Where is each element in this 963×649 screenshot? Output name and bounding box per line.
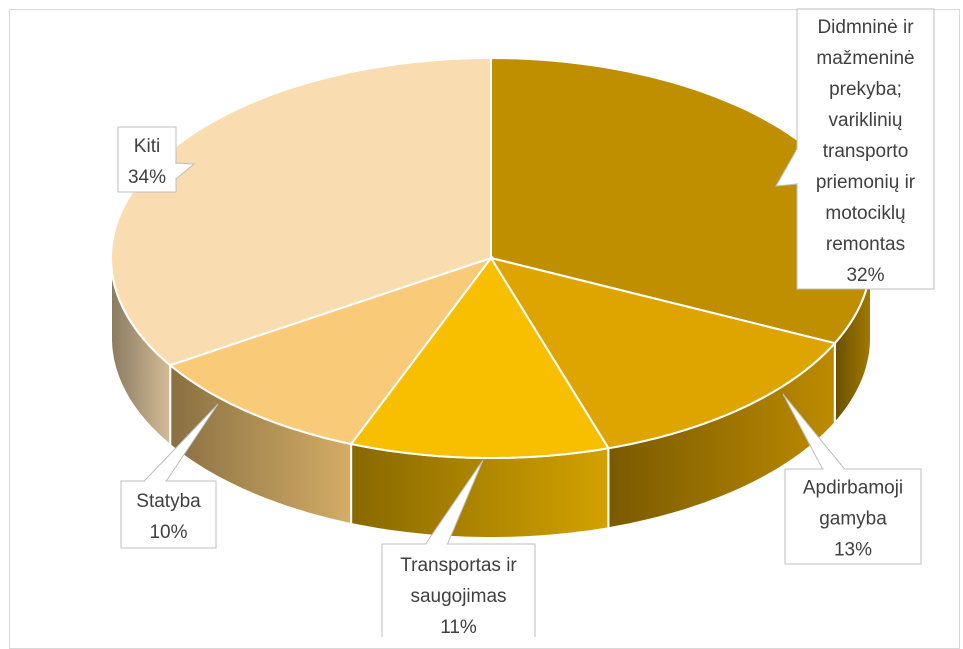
- slice-value-label: 13%: [834, 539, 872, 560]
- slice-value-label: 32%: [846, 265, 884, 286]
- slice-category-label: prekyba;: [829, 79, 902, 100]
- slice-category-label: Didmninė ir: [817, 17, 914, 38]
- slice-category-label: mažmeninė: [816, 48, 914, 69]
- data-label-callout: Didmninė ir mažmeninė prekyba; variklinių tr…: [776, 9, 934, 289]
- data-label-callout: Apdirbamoji gamyba 13%: [783, 394, 921, 564]
- slice-value-label: 11%: [440, 617, 477, 637]
- slice-category-label: transporto: [823, 141, 909, 162]
- slice-category-label: motociklų: [825, 203, 905, 224]
- slice-category-label: remontas: [826, 234, 905, 255]
- slice-category-label: gamyba: [819, 508, 887, 529]
- slice-category-label: priemonių ir: [816, 172, 916, 193]
- slice-category-label: saugojimas: [410, 586, 506, 607]
- slice-category-label: variklinių: [829, 110, 903, 131]
- slice-value-label: 34%: [128, 167, 166, 188]
- slice-category-label: Apdirbamoji: [803, 477, 903, 498]
- slice-value-label: 10%: [149, 522, 187, 543]
- slice-category-label: Transportas ir: [400, 555, 517, 576]
- pie-tops: [111, 58, 871, 458]
- slice-category-label: Statyba: [136, 491, 201, 512]
- slice-category-label: Kiti: [134, 136, 160, 157]
